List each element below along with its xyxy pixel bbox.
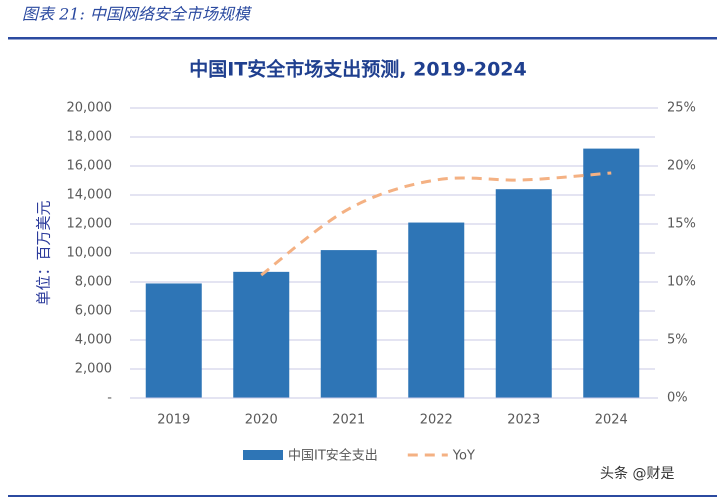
y-tick-label: 6,000 (75, 304, 112, 319)
y-tick-label: 8,000 (75, 275, 112, 290)
y-tick-label: 20,000 (67, 101, 113, 116)
header: 图表 21: 中国网络安全市场规模 (22, 5, 253, 24)
y-tick-label: 10,000 (67, 246, 113, 261)
x-tick-label: 2023 (507, 413, 540, 428)
bar (583, 148, 640, 398)
line (260, 171, 612, 277)
x-tick-label: 2024 (595, 413, 628, 428)
y2-tick-label: 0% (667, 391, 688, 406)
y-tick-label: 14,000 (67, 188, 113, 203)
legend-label: 中国IT安全支出 (288, 448, 378, 464)
y-tick-label: 16,000 (67, 159, 113, 174)
y2-tick-label: 25% (667, 101, 696, 116)
chart-title: 中国IT安全市场支出预测, 2019-2024 (189, 58, 527, 81)
legend-label: YoY (452, 449, 475, 464)
bar (495, 189, 552, 398)
x-tick-label: 2022 (420, 413, 453, 428)
y-tick-label: 4,000 (75, 333, 112, 348)
bar (233, 271, 290, 398)
bar (408, 222, 465, 398)
y2-tick-label: 20% (667, 159, 696, 174)
y2-tick-label: 10% (667, 275, 696, 290)
legend-swatch (243, 450, 283, 460)
y2-tick-label: 5% (667, 333, 688, 348)
y-tick-label: 12,000 (67, 217, 113, 232)
y-tick-label: - (107, 391, 112, 406)
watermark: 头条 @财是 (600, 465, 674, 482)
y-axis-label: 单位：百万美元 (35, 200, 53, 305)
x-tick-label: 2021 (332, 413, 365, 428)
footer-rule (8, 495, 717, 497)
y-tick-label: 18,000 (67, 130, 113, 145)
x-tick-label: 2020 (245, 413, 278, 428)
x-tick-label: 2019 (157, 413, 190, 428)
y2-tick-label: 15% (667, 217, 696, 232)
header-rule (8, 37, 717, 40)
bar (320, 250, 377, 398)
y-tick-label: 2,000 (75, 362, 112, 377)
bar (145, 283, 202, 398)
